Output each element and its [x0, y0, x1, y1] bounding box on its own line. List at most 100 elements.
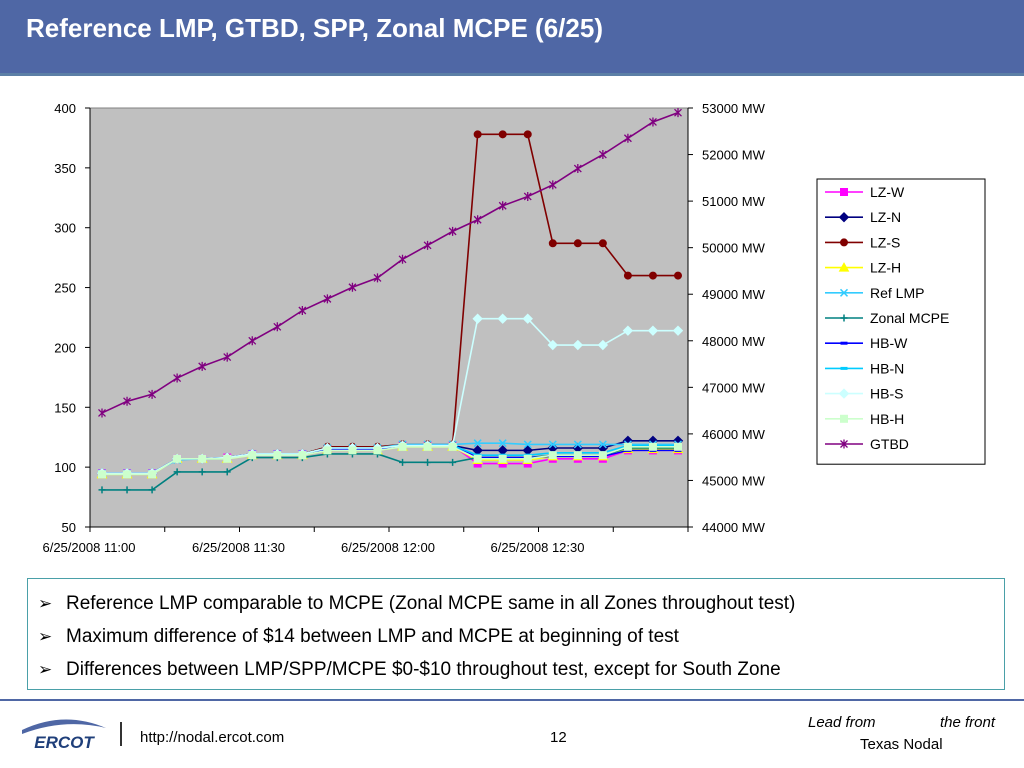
data-point: [622, 325, 634, 336]
data-point: [840, 414, 848, 423]
data-point: [173, 468, 181, 476]
data-point: [598, 150, 607, 160]
series-line-hb-h: [102, 445, 678, 476]
data-point: [573, 451, 582, 460]
data-point: [598, 440, 607, 449]
data-point: [572, 339, 584, 351]
footer-divider: [0, 699, 1024, 701]
y-right-tick-label: 44000 MW: [702, 520, 766, 535]
data-point: [840, 314, 848, 322]
x-tick-label: 6/25/2008 11:30: [192, 540, 285, 555]
legend-label: Zonal MCPE: [870, 310, 949, 326]
bullet-item: ➢ Differences between LMP/SPP/MCPE $0-$1…: [38, 653, 1004, 686]
data-point: [598, 451, 607, 460]
data-point: [223, 468, 231, 476]
y-right-tick-label: 53000 MW: [702, 101, 766, 116]
data-point: [548, 440, 557, 449]
data-point: [148, 470, 157, 479]
data-point: [648, 117, 657, 127]
title-bar: Reference LMP, GTBD, SPP, Zonal MCPE (6/…: [0, 0, 1024, 76]
data-point: [223, 454, 232, 463]
data-point: [198, 468, 206, 476]
data-point: [674, 442, 682, 451]
tagline-lead: Lead from: [808, 714, 876, 731]
data-point: [323, 294, 332, 304]
y-right-tick-label: 47000 MW: [702, 380, 766, 395]
data-point: [423, 442, 432, 451]
data-point: [348, 282, 357, 292]
data-point: [647, 325, 659, 336]
data-point: [523, 454, 532, 463]
bullet-arrow-icon: ➢: [38, 659, 53, 679]
legend-label: HB-N: [870, 360, 904, 376]
y-left-tick-label: 400: [54, 101, 76, 116]
data-point: [449, 458, 457, 466]
data-point: [838, 211, 850, 223]
tagline-front: the front: [940, 714, 996, 731]
data-point: [840, 238, 848, 247]
data-point: [674, 108, 682, 118]
data-point: [623, 442, 632, 451]
data-point: [198, 454, 207, 463]
legend-label: GTBD: [870, 436, 909, 452]
line-chart: 50 100 150 200 250 300 350 400 44000 MW 45000 MW 4…: [42, 101, 986, 555]
data-point: [548, 180, 557, 190]
x-tick-label: 6/25/2008 11:00: [42, 540, 135, 555]
data-point: [523, 191, 532, 201]
y-right-tick-label: 48000 MW: [702, 334, 766, 349]
data-point: [248, 336, 257, 346]
data-point: [473, 454, 482, 463]
legend-label: LZ-N: [870, 209, 901, 225]
slide-title: Reference LMP, GTBD, SPP, Zonal MCPE (6/…: [26, 13, 603, 43]
data-point: [298, 451, 307, 460]
data-point: [173, 373, 182, 383]
data-point: [273, 322, 282, 332]
footer-url[interactable]: http://nodal.ercot.com: [140, 729, 285, 746]
data-point: [248, 451, 257, 460]
data-point: [373, 446, 382, 455]
data-point: [399, 458, 407, 466]
data-point: [547, 339, 558, 351]
data-point: [498, 439, 507, 448]
data-point: [838, 388, 850, 399]
data-point: [674, 271, 682, 280]
data-point: [398, 254, 407, 264]
data-point: [473, 439, 482, 448]
data-point: [497, 313, 508, 324]
y-left-tick-label: 200: [54, 340, 76, 355]
series-line-gtbd: [101, 111, 679, 414]
data-point: [498, 454, 507, 463]
data-point: [398, 442, 407, 451]
y-left-tick-label: 350: [54, 161, 76, 176]
data-point: [198, 361, 207, 371]
data-point: [498, 130, 507, 139]
data-point: [672, 325, 684, 336]
y-right-tick-label: 52000 MW: [702, 148, 766, 163]
legend-label: HB-W: [870, 335, 908, 351]
bullet-item: ➢ Reference LMP comparable to MCPE (Zona…: [38, 587, 1004, 620]
y-right-tick-label: 46000 MW: [702, 427, 766, 442]
data-point: [148, 389, 157, 399]
data-point: [573, 239, 582, 248]
data-point: [348, 446, 357, 455]
data-point: [473, 130, 482, 139]
logo-text: ERCOT: [34, 733, 95, 752]
y-right-tick-label: 50000 MW: [702, 241, 766, 256]
data-point: [423, 240, 432, 250]
data-point: [597, 339, 609, 351]
data-point: [473, 215, 482, 225]
data-point: [448, 442, 457, 451]
y-right-tick-label: 49000 MW: [702, 287, 766, 302]
data-point: [523, 130, 532, 139]
data-point: [548, 239, 557, 248]
data-point: [838, 262, 850, 272]
legend-label: HB-S: [870, 386, 903, 402]
data-point: [424, 458, 432, 466]
plot-area: [89, 107, 689, 528]
legend-label: LZ-S: [870, 234, 900, 250]
y-left-tick-label: 250: [54, 281, 76, 296]
legend-label: HB-H: [870, 411, 904, 427]
y-left-tick-label: 300: [54, 221, 76, 236]
chart-container: 50 100 150 200 250 300 350 400 44000 MW 45000 MW 4…: [0, 85, 1024, 575]
data-point: [598, 239, 607, 248]
